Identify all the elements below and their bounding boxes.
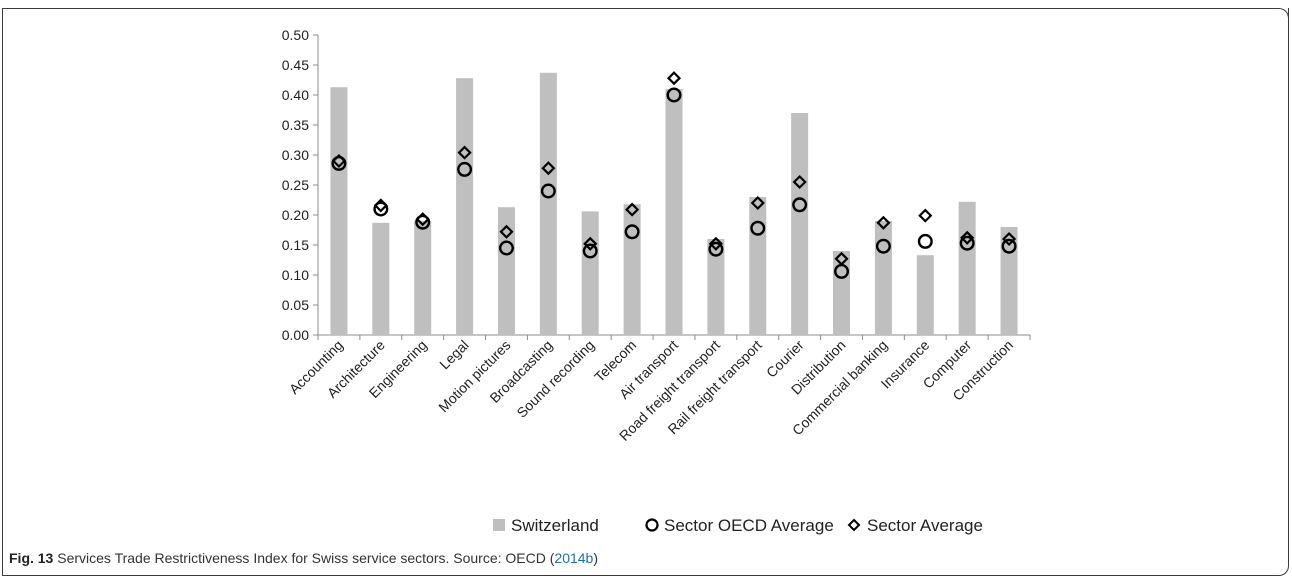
bar-switzerland <box>916 255 934 335</box>
legend-label: Switzerland <box>511 516 599 535</box>
x-category-label: Motion pictures <box>435 337 513 415</box>
figure-caption: Fig. 13 Services Trade Restrictiveness I… <box>9 550 598 566</box>
bar-switzerland <box>456 78 474 335</box>
figure-frame <box>2 8 1289 576</box>
marker-sector-average <box>541 161 556 176</box>
marker-sector-oecd-average <box>373 201 389 217</box>
bar-switzerland <box>874 221 892 335</box>
marker-sector-oecd-average <box>959 235 975 251</box>
y-tick-label: 0.40 <box>282 87 309 103</box>
reference-link[interactable]: 2014b <box>554 550 594 566</box>
x-category-label: Legal <box>436 337 472 373</box>
bar-switzerland <box>1000 227 1018 335</box>
y-tick-label: 0.30 <box>282 147 309 163</box>
marker-sector-average <box>960 230 975 245</box>
marker-sector-oecd-average <box>540 183 556 199</box>
bar-switzerland <box>707 239 725 335</box>
marker-sector-average <box>331 153 346 169</box>
bar-switzerland <box>791 113 809 335</box>
marker-sector-average <box>834 251 849 266</box>
marker-sector-average <box>457 145 472 160</box>
bar-switzerland <box>539 72 557 336</box>
bar-chart: 0.00 0.05 0.10 0.15 0.20 0.25 0.30 0.35 0.40 0.45… <box>282 27 1031 535</box>
marker-sector-oecd-average <box>457 161 473 177</box>
marker-sector-oecd-average <box>331 155 347 171</box>
marker-sector-average <box>708 236 723 251</box>
marker-sector-average <box>666 71 682 86</box>
marker-sector-oecd-average <box>582 243 598 259</box>
marker-sector-average <box>792 174 807 190</box>
y-tick-label: 0.35 <box>282 117 309 133</box>
bar-switzerland <box>414 221 432 335</box>
legend-swatch-sector-oecd-average <box>645 518 659 532</box>
legend-swatch-sector-average <box>847 518 861 532</box>
marker-sector-average <box>1002 231 1017 247</box>
legend-label: Sector OECD Average <box>664 516 834 535</box>
y-tick-label: 0.10 <box>282 267 309 283</box>
marker-sector-average <box>918 208 933 223</box>
marker-sector-average <box>583 236 598 251</box>
bar-switzerland <box>330 87 348 335</box>
legend-label: Sector Average <box>867 516 983 535</box>
marker-sector-oecd-average <box>708 241 724 257</box>
marker-sector-oecd-average <box>875 238 891 254</box>
marker-sector-average <box>373 198 388 213</box>
bar-switzerland <box>665 89 683 335</box>
bar-switzerland <box>372 222 390 335</box>
bar-switzerland <box>623 204 641 335</box>
x-category-label: Sound recording <box>513 337 597 421</box>
marker-sector-oecd-average <box>1001 238 1017 254</box>
bar-switzerland <box>581 211 599 335</box>
marker-sector-oecd-average <box>917 233 933 249</box>
marker-sector-oecd-average <box>498 240 514 256</box>
marker-sector-average <box>876 215 891 230</box>
marker-sector-oecd-average <box>666 87 682 103</box>
y-tick-label: 0.45 <box>282 57 309 73</box>
marker-sector-average <box>499 224 514 239</box>
bar-switzerland <box>497 207 515 335</box>
marker-sector-oecd-average <box>624 224 640 240</box>
bar-switzerland <box>833 251 851 335</box>
marker-sector-average <box>750 195 765 211</box>
marker-sector-oecd-average <box>750 220 766 236</box>
y-tick-label: 0.20 <box>282 207 309 223</box>
y-tick-label: 0.05 <box>282 297 309 313</box>
caption-end: ) <box>593 550 599 566</box>
marker-sector-oecd-average <box>415 214 431 230</box>
bar-switzerland <box>749 197 767 335</box>
y-tick-label: 0.00 <box>282 327 309 343</box>
y-tick-label: 0.50 <box>282 27 309 43</box>
figure-label: Fig. 13 <box>9 550 54 566</box>
legend-swatch-switzerland <box>493 519 505 531</box>
y-tick-label: 0.25 <box>282 177 309 193</box>
marker-sector-average <box>415 212 430 227</box>
y-tick-label: 0.15 <box>282 237 309 253</box>
marker-sector-average <box>625 202 640 217</box>
marker-sector-oecd-average <box>792 197 808 213</box>
caption-text: Services Trade Restrictiveness Index for… <box>53 550 555 566</box>
bar-switzerland <box>958 201 976 335</box>
